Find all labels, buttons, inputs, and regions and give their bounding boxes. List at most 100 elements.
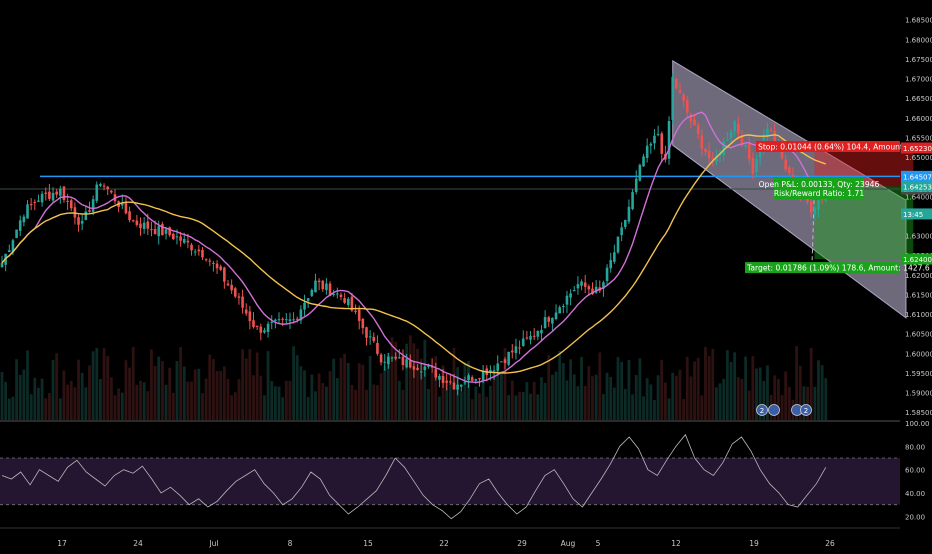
candle-body <box>66 200 69 202</box>
target-label-box <box>745 262 900 274</box>
candle-body <box>146 221 150 229</box>
volume-bar <box>700 395 704 420</box>
volume-bar <box>434 356 438 420</box>
volume-bar <box>69 381 73 420</box>
candle-body <box>532 335 536 337</box>
candle-body <box>73 207 77 218</box>
volume-bar <box>583 385 587 420</box>
pnl-label-box <box>774 177 864 199</box>
volume-bar <box>139 380 142 420</box>
volume-bar <box>620 361 624 420</box>
short-position-tool[interactable] <box>811 147 914 266</box>
volume-bar <box>128 367 131 420</box>
candle-body <box>59 188 62 196</box>
candle-body <box>609 260 613 269</box>
candle-body <box>583 282 587 287</box>
volume-bar <box>507 395 511 420</box>
time-tick-label: 17 <box>57 539 67 548</box>
price-tag-label: 1.65230 <box>903 145 932 153</box>
candle-body <box>492 370 496 372</box>
grid <box>0 420 900 529</box>
stop-label-box <box>756 140 900 152</box>
candle-body <box>507 351 510 365</box>
candle-body <box>383 361 387 363</box>
candle-body <box>295 318 299 320</box>
volume-bar <box>77 359 80 420</box>
volume-bar <box>346 362 350 420</box>
volume-bar <box>438 396 441 420</box>
candle-body <box>230 284 233 291</box>
volume-bar <box>408 335 412 420</box>
price-tag <box>901 208 932 220</box>
candle-body <box>613 252 616 262</box>
candle-body <box>511 350 514 353</box>
candle-body <box>653 135 656 144</box>
candle-body <box>106 186 110 190</box>
volume-bar <box>66 384 70 420</box>
price-tick-label: 1.66500 <box>905 95 932 103</box>
rsi-line <box>1 433 827 520</box>
volume-bar <box>634 375 638 420</box>
volume-bar <box>33 377 37 420</box>
candle-body <box>95 184 99 201</box>
volume-bar <box>729 362 733 420</box>
volume-bar <box>758 367 762 420</box>
candle-body <box>514 346 518 354</box>
candle-body <box>7 250 11 253</box>
candle-body <box>434 369 438 378</box>
candle-body <box>736 123 740 134</box>
candle-body <box>463 382 467 384</box>
volume-bar <box>62 370 66 420</box>
volume-bar <box>550 374 554 420</box>
candle-body <box>638 164 642 181</box>
candle-body <box>175 236 179 238</box>
volume-bar <box>813 386 817 420</box>
volume-bar <box>744 356 747 420</box>
volume-bar <box>558 351 562 420</box>
volume-bar <box>219 371 223 420</box>
volume-bar <box>605 372 609 420</box>
candle-body <box>536 330 540 337</box>
rsi-tick-label: 80.00 <box>905 443 925 451</box>
volume-bar <box>233 392 237 420</box>
candle-body <box>540 329 543 334</box>
candle-body <box>441 376 445 383</box>
volume-bar <box>824 378 828 420</box>
volume-bar <box>40 378 44 420</box>
volume-bar <box>142 382 146 420</box>
volume-bar <box>201 393 204 420</box>
volume-bar <box>252 375 255 420</box>
volume-bar <box>55 353 59 420</box>
candle-body <box>616 236 620 253</box>
time-axis[interactable]: 17 24 Jul 8 15 22 29 Aug 5 12 19 26 <box>57 539 835 548</box>
candle-body <box>682 94 685 101</box>
volume-bar <box>736 377 740 420</box>
volume-bar <box>540 377 543 420</box>
candle-body <box>29 204 33 206</box>
price-axis[interactable]: 1.68500 1.68000 1.67500 1.67000 1.66500 1.660… <box>905 17 932 522</box>
volume-bar <box>725 350 729 420</box>
candle-body <box>84 211 88 220</box>
candle-body <box>449 381 452 383</box>
time-tick-label: 8 <box>288 539 293 548</box>
volume-bar <box>565 380 569 420</box>
volume-bar <box>481 382 485 420</box>
candle-body <box>773 130 777 145</box>
candle-body <box>481 370 485 382</box>
price-tick-label: 1.68500 <box>905 17 932 25</box>
candle-body <box>408 360 412 368</box>
volume-bar <box>496 370 500 420</box>
volume-bar <box>427 388 430 420</box>
volume-bar <box>88 365 91 420</box>
candle-body <box>558 307 561 314</box>
volume-bar <box>602 394 605 420</box>
volume-bar <box>707 356 711 420</box>
volume-bar <box>787 386 791 420</box>
volume-bar <box>598 352 602 420</box>
volume-bar <box>295 355 299 420</box>
volume-bar <box>171 392 175 420</box>
event-marker <box>756 404 768 416</box>
